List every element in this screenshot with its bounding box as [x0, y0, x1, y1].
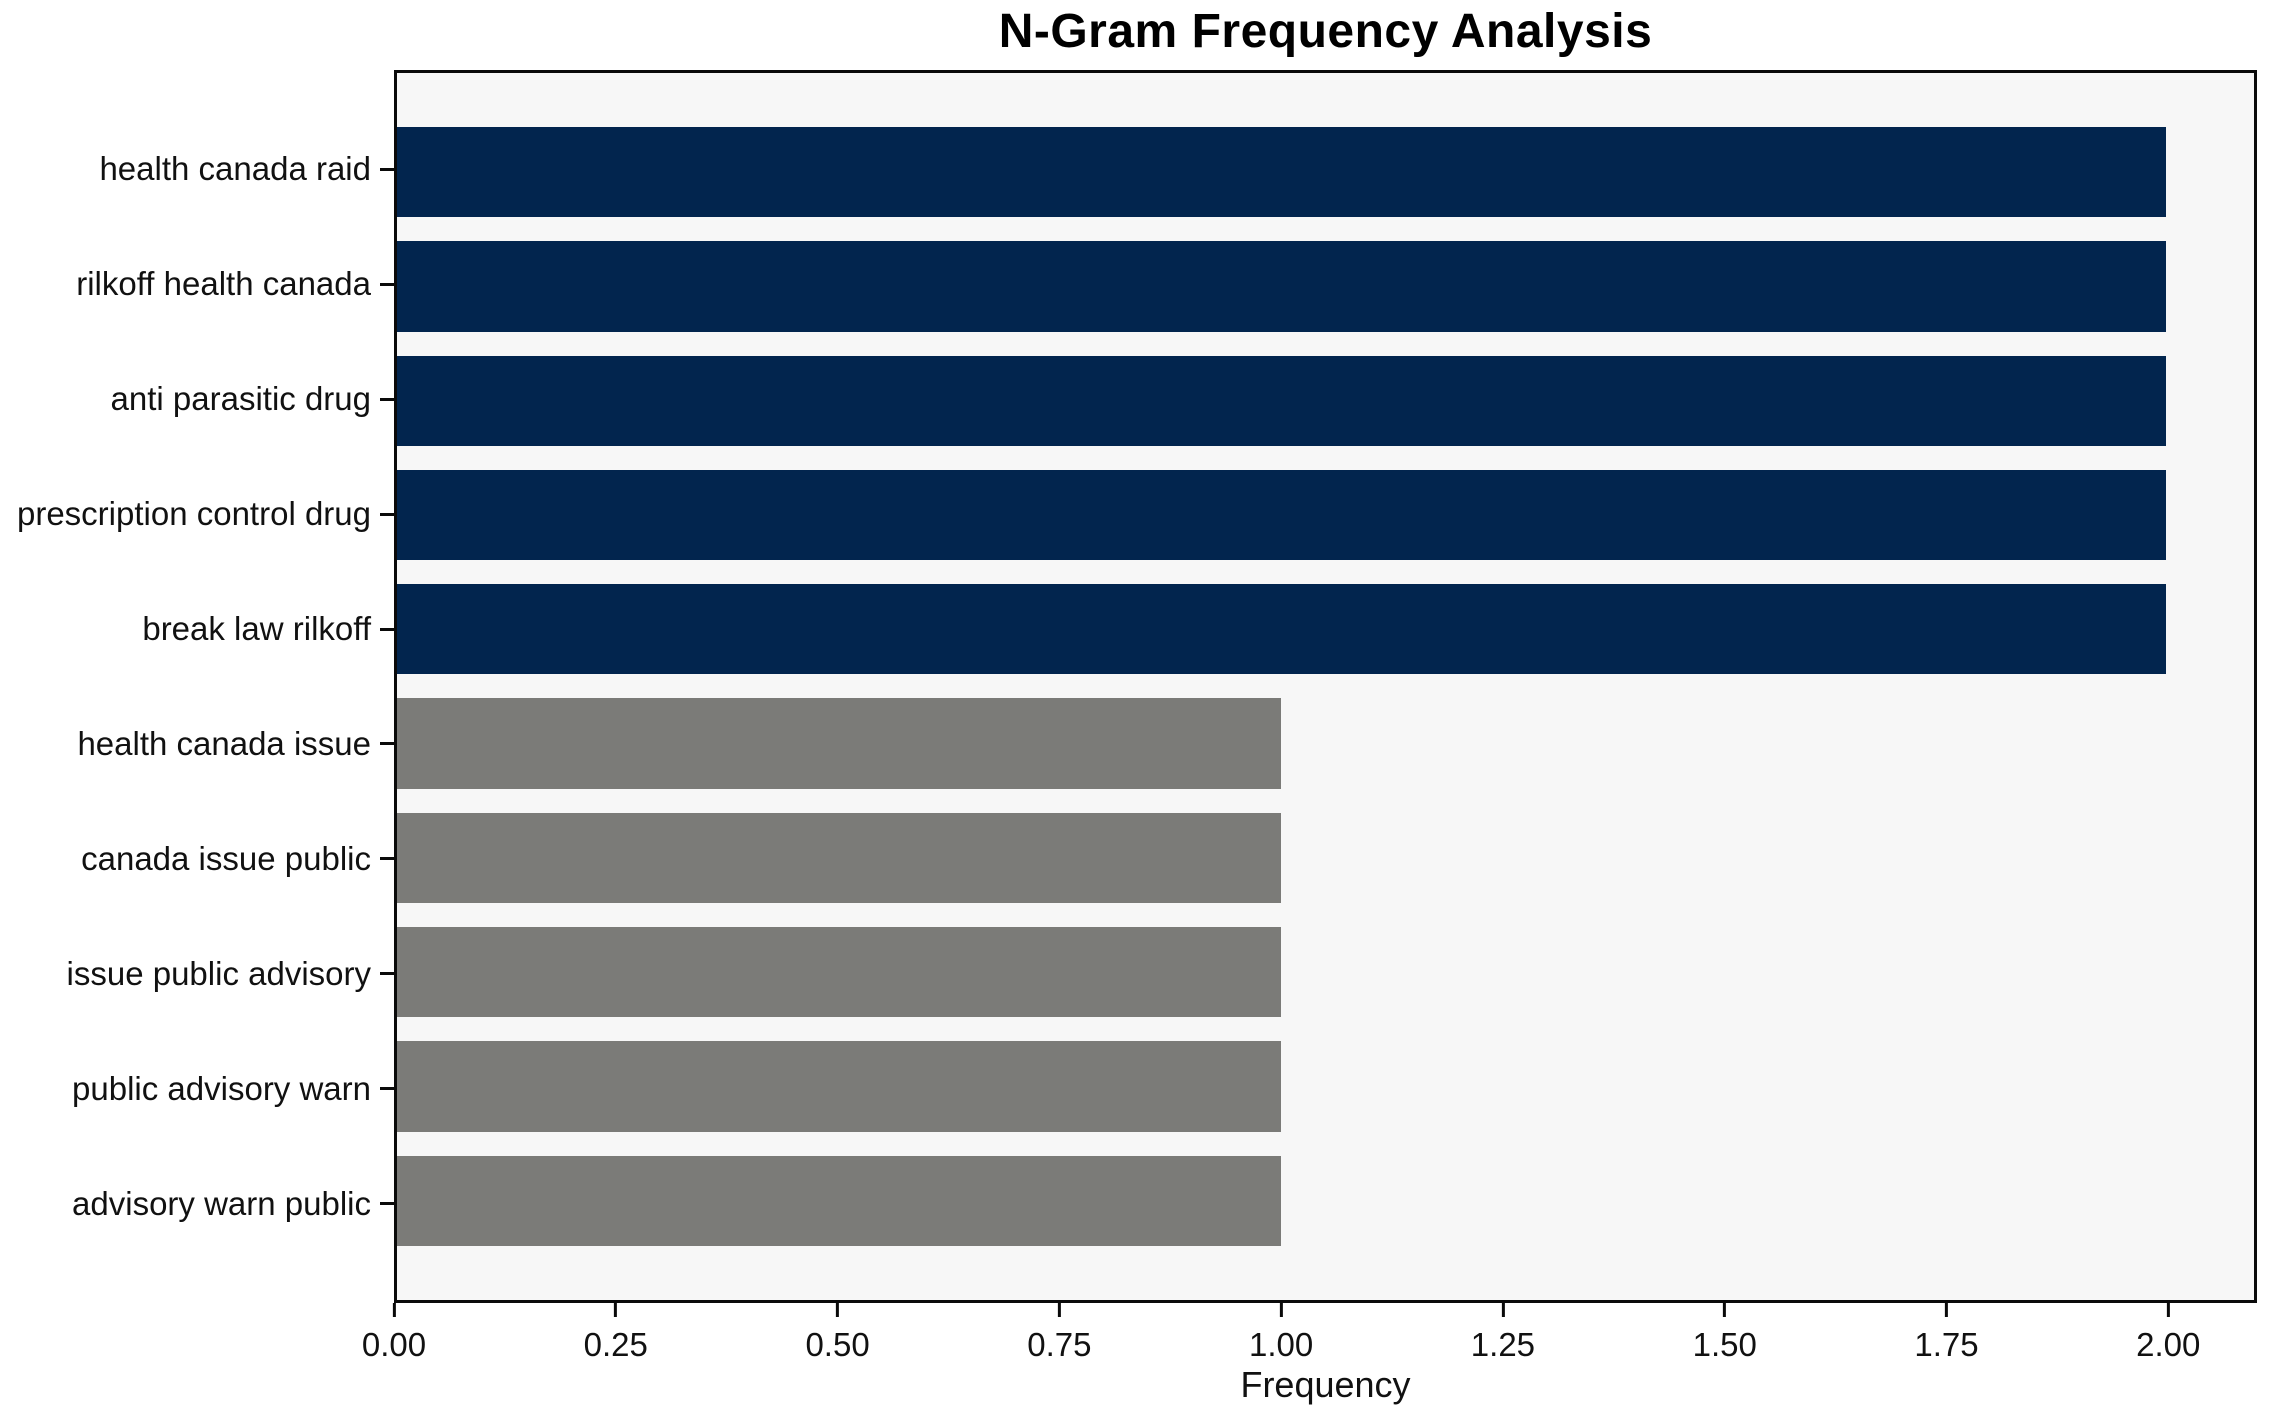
x-tick-label: 1.25 [1470, 1326, 1536, 1363]
x-tick-label: 0.25 [583, 1326, 648, 1363]
y-tick-row: canada issue public [0, 801, 394, 916]
bar-rilkoff-health-canada [397, 241, 2166, 332]
y-tick-row: prescription control drug [0, 457, 394, 572]
y-tick-mark [380, 1202, 394, 1206]
x-tick-mark [1944, 1303, 1948, 1317]
bar-row [397, 572, 2254, 686]
y-tick-mark [380, 282, 394, 286]
x-axis-title: Frequency [1240, 1364, 1411, 1405]
bar-health-canada-issue [397, 698, 1282, 789]
x-tick-label: 1.00 [1249, 1326, 1314, 1363]
y-tick-label: canada issue public [81, 839, 371, 877]
y-tick-mark [380, 742, 394, 746]
y-tick-label: advisory warn public [72, 1184, 371, 1222]
y-tick-label: health canada issue [77, 724, 371, 762]
bar-row [397, 229, 2254, 343]
plot-area [394, 70, 2257, 1303]
x-tick: 0.00 [362, 1303, 426, 1364]
y-tick-label: prescription control drug [16, 495, 371, 533]
x-tick: 1.00 [1249, 1303, 1313, 1364]
x-tick-mark [392, 1303, 396, 1317]
x-tick-label: 1.75 [1914, 1326, 1979, 1363]
bar-row [397, 1029, 2254, 1143]
bar-row [397, 1144, 2254, 1258]
bar-row [397, 115, 2254, 229]
y-tick-mark [380, 167, 394, 171]
y-tick-row: public advisory warn [0, 1031, 394, 1146]
x-tick: 2.00 [2136, 1303, 2200, 1364]
x-tick: 0.75 [1027, 1303, 1091, 1364]
bar-advisory-warn-public [397, 1155, 1282, 1246]
x-tick-mark [836, 1303, 840, 1317]
y-tick-mark [380, 397, 394, 401]
bar-public-advisory-warn [397, 1041, 1282, 1132]
x-tick: 0.25 [584, 1303, 648, 1364]
y-tick-row: issue public advisory [0, 916, 394, 1031]
y-tick-row: rilkoff health canada [0, 227, 394, 342]
y-tick-label: health canada raid [99, 150, 371, 188]
x-tick-label: 1.50 [1692, 1326, 1757, 1363]
y-tick-label: issue public advisory [66, 954, 371, 992]
bar-rows [397, 73, 2254, 1300]
y-tick-row: health canada raid [0, 112, 394, 227]
x-tick-mark [614, 1303, 618, 1317]
y-tick-label: public advisory warn [72, 1069, 371, 1107]
y-tick-row: advisory warn public [0, 1146, 394, 1261]
y-tick-row: break law rilkoff [0, 572, 394, 687]
bar-health-canada-raid [397, 127, 2166, 218]
x-tick-mark [1279, 1303, 1283, 1317]
bar-row [397, 915, 2254, 1029]
x-axis: 0.00 0.25 0.50 0.75 1.00 1.25 1.50 1.75 2.00 [362, 1303, 2257, 1367]
x-tick-label: 0.75 [1027, 1326, 1092, 1363]
x-tick-mark [1501, 1303, 1505, 1317]
x-tick: 0.50 [805, 1303, 870, 1364]
x-tick: 1.75 [1914, 1303, 1979, 1364]
x-tick-label: 0.00 [361, 1326, 427, 1363]
bar-prescription-control-drug [397, 469, 2166, 561]
x-tick-label: 2.00 [2136, 1326, 2201, 1363]
chart-title: N-Gram Frequency Analysis [998, 5, 1653, 58]
y-tick-mark [380, 972, 394, 976]
x-tick-mark [2166, 1303, 2170, 1317]
x-tick-label: 0.50 [805, 1326, 870, 1363]
bar-row [397, 686, 2254, 800]
y-tick-mark [380, 857, 394, 861]
y-axis: health canada raid rilkoff health canada a… [0, 70, 394, 1303]
bar-anti-parasitic-drug [397, 355, 2166, 446]
y-tick-row: health canada issue [0, 687, 394, 802]
y-tick-label: anti parasitic drug [110, 380, 371, 418]
x-tick: 1.25 [1471, 1303, 1535, 1364]
bar-row [397, 801, 2254, 915]
bar-issue-public-advisory [397, 927, 1282, 1018]
x-tick-mark [1057, 1303, 1061, 1317]
y-tick-label: break law rilkoff [142, 610, 371, 648]
bar-row [397, 344, 2254, 458]
y-tick-mark [380, 627, 394, 631]
x-tick-mark [1723, 1303, 1727, 1317]
y-tick-label: rilkoff health canada [76, 265, 371, 303]
bar-break-law-rilkoff [397, 584, 2166, 675]
x-tick: 1.50 [1693, 1303, 1757, 1364]
y-tick-row: anti parasitic drug [0, 342, 394, 457]
bar-row [397, 458, 2254, 572]
y-tick-mark [380, 512, 394, 516]
bar-canada-issue-public [397, 812, 1282, 904]
y-tick-mark [380, 1087, 394, 1091]
